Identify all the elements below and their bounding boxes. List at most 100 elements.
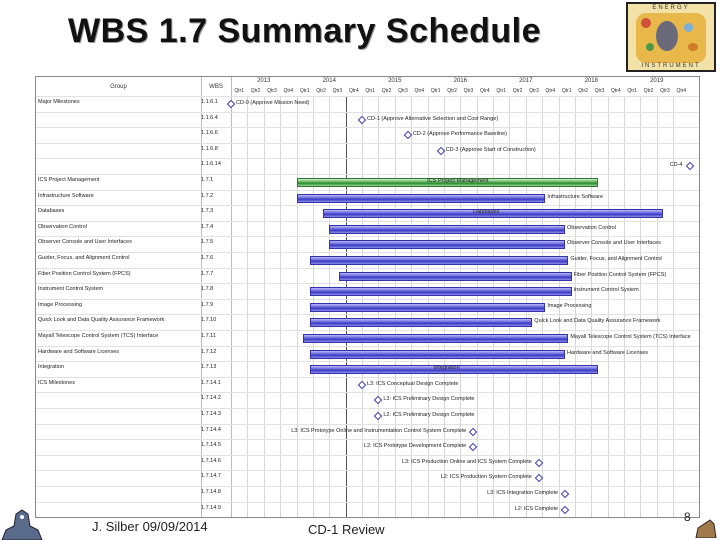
mascot-left-icon — [1, 509, 43, 540]
row-wbs-code: 1.1.6.1 — [201, 99, 218, 105]
row-wbs-code: 1.7.7 — [201, 270, 214, 277]
row-wbs-code: 1.7.11 — [201, 333, 216, 339]
quarter-label: Qtr3 — [332, 88, 343, 94]
column-divider — [231, 77, 232, 517]
row-wbs-code: 1.1.6.4 — [201, 114, 218, 121]
task-bar — [339, 271, 572, 281]
row-group-label: ICS Project Management — [38, 177, 100, 183]
row-wbs-code: 1.7.14.5 — [201, 442, 221, 449]
row-wbs-code: 1.7.14.6 — [201, 457, 221, 464]
task-bar-label: Hardware and Software Licenses — [567, 349, 649, 356]
row-group-label: Major Milestones — [38, 99, 80, 105]
row-wbs-code: 1.7.4 — [201, 223, 214, 230]
milestone-label: L3: ICS Prototype Online and Instrumenta… — [291, 427, 467, 434]
task-bar — [303, 334, 569, 343]
quarter-label: Qtr1 — [496, 88, 507, 94]
row-wbs-code: 1.7.10 — [201, 317, 217, 324]
page-number: 8 — [684, 510, 691, 524]
milestone-label: L3: ICS Preliminary Design Complete — [383, 396, 475, 403]
row-group-label: Instrument Control System — [38, 286, 104, 293]
gantt-row: Major Milestones 1.1.6.1 CD-0 (Approve Mis… — [36, 96, 699, 112]
task-bar — [329, 240, 566, 250]
year-label: 2014 — [322, 78, 336, 84]
milestone-label: CD-0 (Approve Mission Need) — [236, 100, 310, 106]
gantt-row: Observation Control 1.7.4 Observation Cont… — [36, 220, 699, 237]
milestone-diamond-icon — [436, 146, 445, 156]
footer-review: CD-1 Review — [308, 522, 385, 537]
quarter-label: Qtr4 — [414, 88, 425, 94]
quarter-gridline — [607, 96, 609, 517]
year-label: 2013 — [257, 78, 271, 84]
energy-logo: ENERGY INSTRUMENT — [626, 2, 716, 72]
quarter-label: Qtr1 — [627, 88, 638, 94]
year-label: 2018 — [584, 78, 598, 84]
row-wbs-code: 1.7.14.8 — [201, 489, 221, 495]
task-bar — [309, 302, 546, 312]
quarter-label: Qtr4 — [348, 88, 359, 94]
year-label: 2016 — [453, 78, 467, 84]
task-bar-label: Fiber Position Control System (FPCS) — [573, 271, 667, 278]
quarter-label: Qtr4 — [676, 88, 687, 94]
gantt-row: Databases 1.7.3 Databases — [36, 205, 699, 221]
row-group-label: Integration — [38, 364, 64, 371]
row-group-label: Guider, Focus, and Alignment Control — [38, 255, 130, 261]
year-label: 2017 — [519, 78, 533, 84]
task-bar-label: Mayall Telescope Control System (TCS) In… — [570, 334, 691, 340]
milestone-label: L3: ICS Conceptual Design Complete — [367, 380, 459, 387]
task-bar — [309, 287, 572, 297]
row-group-label: Fiber Position Control System (FPCS) — [38, 270, 131, 277]
quarter-label: Qtr3 — [398, 88, 408, 94]
gantt-row: 1.1.6.6 CD-2 (Approve Performance Baselin… — [36, 127, 699, 143]
gantt-row: 1.7.14.7 L2: ICS Production System Comple… — [36, 470, 699, 486]
task-bar-label: ICS Project Management — [427, 178, 489, 184]
milestone-diamond-icon — [685, 162, 694, 171]
task-bar — [296, 193, 546, 203]
gantt-row: 1.7.14.3 L2: ICS Preliminary Design Compl… — [36, 408, 699, 424]
milestone-diamond-icon — [226, 99, 236, 109]
quarter-gridline — [296, 96, 298, 517]
row-wbs-code: 1.7.14.7 — [201, 473, 221, 480]
logo-figure — [656, 21, 678, 51]
gantt-row: 1.7.14.4 L3: ICS Prototype Online and Ins… — [36, 423, 699, 440]
task-bar-label: Image Processing — [547, 302, 592, 309]
quarter-label: Qtr4 — [545, 88, 556, 94]
quarter-label: Qtr2 — [447, 88, 457, 94]
milestone-diamond-icon — [534, 474, 544, 483]
row-wbs-code: 1.7.13 — [201, 364, 217, 371]
milestone-label: L2: ICS Prototype Development Complete — [363, 443, 467, 450]
milestone-diamond-icon — [374, 411, 383, 421]
slide-title: WBS 1.7 Summary Schedule — [68, 12, 542, 50]
row-wbs-code: 1.7.14.4 — [201, 426, 221, 433]
row-group-label: Observation Control — [38, 223, 87, 230]
milestone-label: L2: ICS Complete — [514, 505, 559, 512]
milestone-label: L2: ICS Preliminary Design Complete — [383, 412, 475, 418]
task-bar-label: Guider, Focus, and Alignment Control — [570, 256, 662, 262]
quarter-gridline — [558, 96, 560, 517]
row-wbs-code: 1.7.6 — [201, 255, 214, 261]
milestone-diamond-icon — [560, 489, 570, 499]
year-label: 2019 — [650, 78, 664, 84]
gantt-row: Integration 1.7.13 Integration — [36, 361, 699, 377]
quarter-label: Qtr2 — [381, 88, 392, 94]
row-group-label: Infrastructure Software — [38, 192, 94, 199]
task-bar — [309, 256, 569, 265]
quarter-label: Qtr3 — [594, 88, 605, 94]
quarter-label: Qtr1 — [561, 88, 572, 94]
quarter-label: Qtr2 — [643, 88, 654, 94]
gantt-row: 1.7.14.9 L2: ICS Complete — [36, 501, 699, 517]
task-bar — [329, 224, 566, 234]
gantt-row: Hardware and Software Licenses 1.7.12 Hard… — [36, 345, 699, 362]
logo-text-top: ENERGY — [652, 5, 690, 11]
gantt-chart: Group WBS 2013 2014 2015 2016 2017 2018 2019 Qt… — [35, 76, 700, 518]
quarter-gridline — [591, 96, 593, 517]
row-wbs-code: 1.7.2 — [201, 192, 214, 199]
row-group-label: Hardware and Software Licenses — [38, 348, 120, 355]
quarter-label: Qtr1 — [234, 88, 245, 94]
task-bar-label: Databases — [473, 209, 500, 216]
quarter-label: Qtr4 — [479, 88, 490, 94]
logo-image — [636, 13, 706, 63]
milestone-diamond-icon — [469, 427, 478, 436]
quarter-label: Qtr2 — [512, 88, 523, 94]
year-label: 2015 — [388, 78, 402, 84]
quarter-label: Qtr3 — [529, 88, 539, 94]
